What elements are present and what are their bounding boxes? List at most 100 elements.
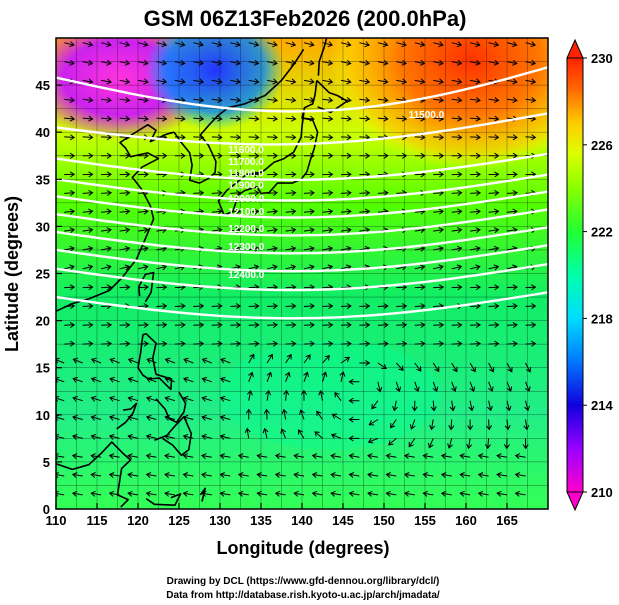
wind-arrow	[303, 97, 315, 104]
wind-arrow	[385, 490, 397, 497]
wind-arrow	[414, 340, 426, 347]
wind-arrow	[451, 208, 463, 215]
wind-arrow	[314, 431, 323, 439]
height-contour-line	[56, 190, 548, 219]
wind-arrow	[281, 408, 288, 420]
wind-arrow	[267, 189, 279, 196]
credit-data: Data from http://database.rish.kyoto-u.a…	[166, 590, 440, 601]
wind-arrow	[451, 97, 463, 104]
height-contour-line	[56, 152, 548, 181]
height-contour-label: 12300.0	[228, 242, 265, 253]
wind-arrow	[488, 97, 500, 104]
wind-arrow	[377, 78, 389, 85]
wind-arrow	[404, 453, 415, 460]
x-tick-label: 140	[291, 513, 313, 528]
wind-arrow	[293, 490, 305, 497]
wind-arrow	[470, 284, 482, 291]
wind-arrow	[300, 389, 308, 401]
x-tick-label: 130	[209, 513, 231, 528]
wind-arrow	[359, 152, 371, 159]
wind-arrow	[137, 97, 149, 104]
wind-arrow	[340, 171, 352, 178]
wind-arrow	[64, 321, 76, 329]
wind-arrow	[359, 340, 371, 347]
wind-arrow	[414, 59, 426, 66]
wind-arrow	[182, 414, 194, 421]
wind-arrow	[322, 245, 334, 252]
wind-arrow	[414, 78, 426, 85]
x-tick-label: 110	[46, 513, 67, 528]
colorbar-tick-label: 222	[591, 225, 613, 240]
wind-arrow	[248, 303, 260, 310]
wind-arrow	[82, 189, 94, 196]
wind-arrow	[219, 376, 231, 383]
wind-arrow	[137, 171, 149, 178]
wind-arrow	[219, 490, 231, 497]
wind-arrow	[506, 97, 518, 104]
coast-korea-russia	[173, 48, 305, 184]
wind-arrow	[477, 472, 489, 478]
wind-arrow	[101, 134, 113, 141]
colorbar-max-arrow	[566, 38, 584, 59]
wind-arrow	[348, 435, 360, 442]
wind-arrow	[164, 490, 175, 497]
wind-arrow	[340, 59, 352, 66]
wind-arrow	[303, 371, 309, 382]
wind-arrow	[267, 171, 279, 178]
wind-arrow	[127, 414, 139, 421]
wind-arrow	[340, 340, 352, 347]
wind-arrow	[64, 97, 76, 104]
wind-arrow	[248, 264, 260, 271]
wind-arrow	[470, 321, 482, 329]
wind-arrow	[525, 303, 537, 310]
wind-arrow	[432, 362, 440, 373]
wind-arrow	[119, 284, 131, 291]
wind-arrow	[262, 427, 269, 439]
wind-arrow	[433, 134, 445, 141]
x-axis-label: Longitude (degrees)	[216, 538, 389, 558]
figure-title: GSM 06Z13Feb2026 (200.0hPa)	[144, 6, 467, 31]
wind-arrow	[164, 357, 176, 364]
colorbar-tick-label: 214	[591, 398, 613, 413]
wind-arrow	[377, 321, 389, 329]
wind-arrow	[285, 303, 297, 310]
colorbar-tick-label: 230	[591, 51, 613, 66]
wind-arrow	[137, 78, 149, 85]
wind-arrow	[82, 152, 94, 159]
wind-arrow	[100, 41, 112, 48]
wind-arrow	[334, 391, 342, 401]
wind-arrow	[267, 115, 279, 122]
wind-arrow	[248, 78, 260, 85]
wind-arrow	[156, 303, 168, 310]
wind-arrow	[340, 303, 352, 310]
wind-arrow	[211, 115, 223, 122]
wind-arrow	[339, 371, 346, 382]
wind-arrow	[285, 227, 297, 234]
colorbar-body	[566, 57, 584, 493]
wind-arrow	[138, 152, 149, 159]
wind-arrow	[183, 357, 194, 364]
wind-arrow	[428, 438, 434, 449]
wind-arrow	[101, 227, 112, 234]
wind-arrow	[506, 284, 518, 291]
wind-arrow	[72, 414, 83, 421]
wind-arrow	[230, 78, 241, 85]
wind-arrow	[211, 171, 223, 178]
wind-arrow	[267, 340, 279, 347]
wind-arrow	[230, 171, 242, 178]
wind-arrow	[82, 227, 94, 234]
wind-arrow	[367, 453, 378, 460]
wind-arrow	[488, 321, 500, 329]
wind-arrow	[488, 134, 500, 141]
wind-arrow	[451, 134, 463, 141]
wind-arrow	[230, 227, 241, 234]
wind-arrow	[485, 438, 491, 450]
wind-arrow	[303, 115, 315, 122]
wind-arrow	[396, 152, 408, 159]
wind-arrow	[297, 429, 305, 439]
wind-arrow	[451, 321, 463, 329]
wind-arrow	[211, 59, 223, 66]
wind-arrow	[451, 362, 458, 373]
